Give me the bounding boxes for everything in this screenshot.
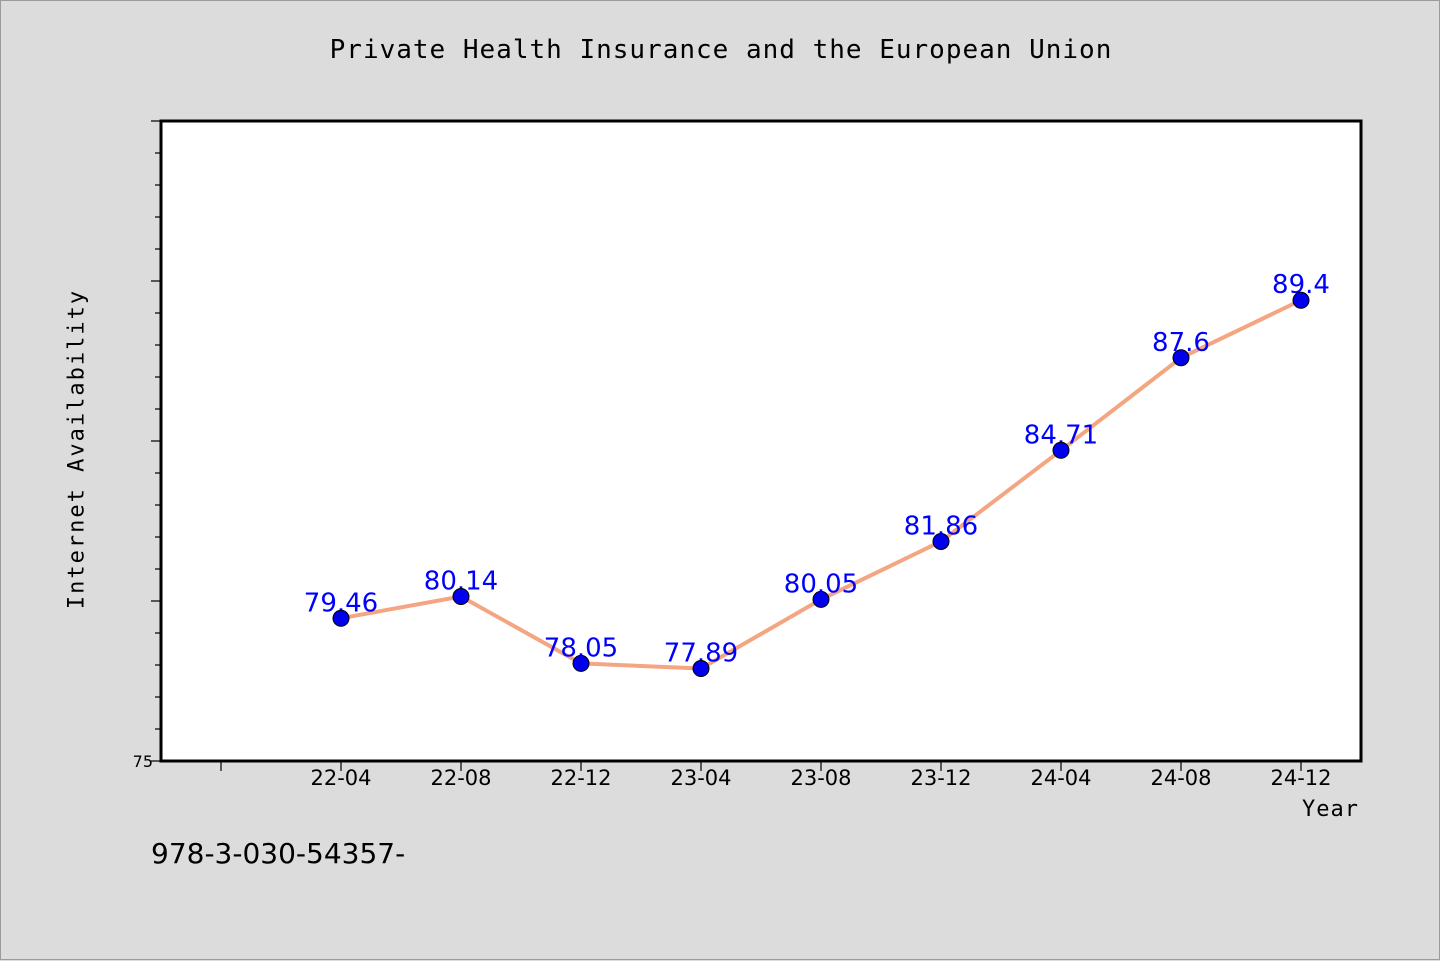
x-tick-label: 22-12: [550, 766, 611, 790]
x-axis-label: Year: [1302, 797, 1359, 822]
plot-frame: [159, 119, 1363, 763]
data-point: [1052, 441, 1070, 459]
data-point: [1292, 291, 1310, 309]
x-tick-label: 24-12: [1270, 766, 1331, 790]
x-tick-label: 22-08: [430, 766, 491, 790]
data-point: [812, 590, 830, 608]
data-point: [572, 654, 590, 672]
data-point: [932, 532, 950, 550]
x-tick-label: 23-04: [670, 766, 731, 790]
x-tick-label: 23-12: [910, 766, 971, 790]
data-point: [692, 660, 710, 678]
plot-background: [161, 121, 1361, 761]
x-tick-label: 23-08: [790, 766, 851, 790]
data-point: [1172, 349, 1190, 367]
data-point: [452, 588, 470, 606]
y-tick-label: 75: [133, 752, 153, 771]
chart-title: Private Health Insurance and the Europea…: [329, 35, 1113, 65]
footer-isbn: 978-3-030-54357-: [151, 837, 406, 870]
x-tick-label: 22-04: [310, 766, 371, 790]
x-tick-label: 24-08: [1150, 766, 1211, 790]
x-tick-label: 24-04: [1030, 766, 1091, 790]
data-point: [332, 609, 350, 627]
